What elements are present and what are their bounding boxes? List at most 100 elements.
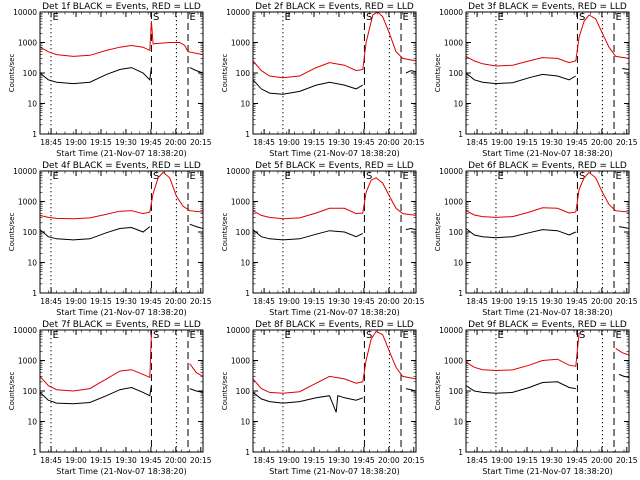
y-tick-label: 1 [32, 289, 37, 298]
y-tick-label: 10000 [13, 167, 37, 176]
y-axis-label: Counts/sec [8, 54, 16, 93]
y-tick-label: 10000 [439, 8, 463, 17]
lld-series-line [465, 332, 630, 372]
plot-frame [465, 329, 630, 453]
detector-panel: Det 1f BLACK = Events, RED = LLD Counts/s… [8, 2, 212, 158]
chart-title: Det 4f BLACK = Events, RED = LLD [42, 161, 201, 171]
event-marker-label: E [284, 330, 290, 341]
y-tick-label: 10000 [226, 326, 250, 335]
x-tick-label: 20:15 [616, 138, 638, 147]
x-tick-label: 19:45 [566, 456, 588, 465]
y-tick-label: 10 [240, 100, 250, 109]
y-tick-label: 1000 [231, 39, 250, 48]
x-tick-label: 19:45 [140, 456, 162, 465]
detector-panel: Det 5f BLACK = Events, RED = LLD Counts/s… [221, 161, 425, 317]
x-tick-label: 19:30 [541, 456, 563, 465]
x-tick-label: 19:00 [65, 456, 87, 465]
x-tick-label: 19:30 [541, 297, 563, 306]
y-axis-label: Counts/sec [221, 372, 229, 411]
y-tick-label: 1 [458, 289, 463, 298]
events-series-line [465, 373, 630, 394]
x-tick-label: 20:15 [616, 456, 638, 465]
event-marker-label: E [497, 330, 503, 341]
y-tick-label: 100 [23, 69, 38, 78]
events-series-line [252, 227, 417, 241]
event-marker-label: S [579, 330, 585, 341]
event-marker-label: E [52, 330, 58, 341]
events-series-line [252, 70, 417, 95]
x-tick-label: 19:15 [516, 456, 538, 465]
event-marker-label: S [153, 12, 159, 23]
event-marker-label: S [366, 171, 372, 182]
event-marker-label: E [616, 330, 622, 341]
y-tick-label: 10 [27, 100, 37, 109]
x-tick-label: 19:15 [90, 456, 112, 465]
event-marker-label: E [497, 171, 503, 182]
plot-frame [39, 170, 204, 294]
x-axis-label: Start Time (21-Nov-07 18:38:20) [482, 149, 612, 158]
chart-title: Det 1f BLACK = Events, RED = LLD [42, 2, 201, 12]
y-tick-label: 1000 [18, 198, 37, 207]
chart-title: Det 5f BLACK = Events, RED = LLD [255, 161, 414, 171]
plot-frame [39, 11, 204, 135]
x-tick-label: 19:15 [303, 138, 325, 147]
x-tick-label: 20:00 [378, 138, 400, 147]
x-tick-label: 20:15 [190, 456, 212, 465]
y-tick-label: 100 [23, 228, 38, 237]
event-marker-label: E [190, 12, 196, 23]
x-tick-label: 19:00 [65, 138, 87, 147]
x-tick-label: 19:45 [566, 297, 588, 306]
events-series-line [39, 67, 204, 85]
event-marker-label: S [153, 171, 159, 182]
x-tick-label: 19:00 [278, 297, 300, 306]
x-tick-label: 20:00 [165, 138, 187, 147]
x-tick-label: 19:00 [491, 138, 513, 147]
y-tick-label: 1 [458, 448, 463, 457]
lld-series-line [39, 171, 204, 220]
y-tick-label: 100 [236, 387, 251, 396]
event-marker-label: E [497, 12, 503, 23]
y-tick-label: 100 [236, 69, 251, 78]
x-axis-label: Start Time (21-Nov-07 18:38:20) [269, 467, 399, 476]
lld-series-line [39, 332, 204, 392]
x-tick-label: 18:45 [253, 456, 275, 465]
detector-panel: Det 8f BLACK = Events, RED = LLD Counts/s… [221, 320, 425, 476]
x-axis-label: Start Time (21-Nov-07 18:38:20) [56, 149, 186, 158]
x-tick-label: 19:30 [115, 138, 137, 147]
x-tick-label: 18:45 [40, 297, 62, 306]
y-tick-label: 10 [27, 259, 37, 268]
y-tick-label: 10000 [226, 8, 250, 17]
x-tick-label: 18:45 [253, 138, 275, 147]
x-tick-label: 18:45 [466, 456, 488, 465]
event-marker-label: E [403, 12, 409, 23]
x-tick-label: 20:15 [190, 297, 212, 306]
y-axis-label: Counts/sec [434, 372, 442, 411]
x-axis-label: Start Time (21-Nov-07 18:38:20) [269, 308, 399, 317]
events-series-line [465, 68, 630, 85]
x-tick-label: 19:15 [516, 297, 538, 306]
y-tick-label: 100 [236, 228, 251, 237]
y-tick-label: 1000 [231, 198, 250, 207]
x-tick-label: 19:00 [278, 138, 300, 147]
plot-frame [39, 329, 204, 453]
y-tick-label: 10 [27, 418, 37, 427]
x-tick-label: 19:30 [115, 297, 137, 306]
x-tick-label: 19:45 [353, 297, 375, 306]
detector-panel: Det 7f BLACK = Events, RED = LLD Counts/s… [8, 320, 212, 476]
y-tick-label: 10 [453, 418, 463, 427]
x-tick-label: 19:30 [328, 297, 350, 306]
x-axis-label: Start Time (21-Nov-07 18:38:20) [56, 308, 186, 317]
x-tick-label: 19:30 [115, 456, 137, 465]
x-tick-label: 18:45 [253, 297, 275, 306]
y-axis-label: Counts/sec [221, 213, 229, 252]
x-tick-label: 19:45 [140, 297, 162, 306]
x-tick-label: 19:00 [491, 297, 513, 306]
lld-series-line [252, 330, 417, 394]
y-tick-label: 10 [240, 418, 250, 427]
chart-title: Det 2f BLACK = Events, RED = LLD [255, 2, 414, 12]
x-tick-label: 19:15 [303, 297, 325, 306]
plot-frame [252, 11, 417, 135]
event-marker-label: E [52, 12, 58, 23]
x-axis-label: Start Time (21-Nov-07 18:38:20) [482, 467, 612, 476]
lld-series-line [465, 171, 630, 218]
